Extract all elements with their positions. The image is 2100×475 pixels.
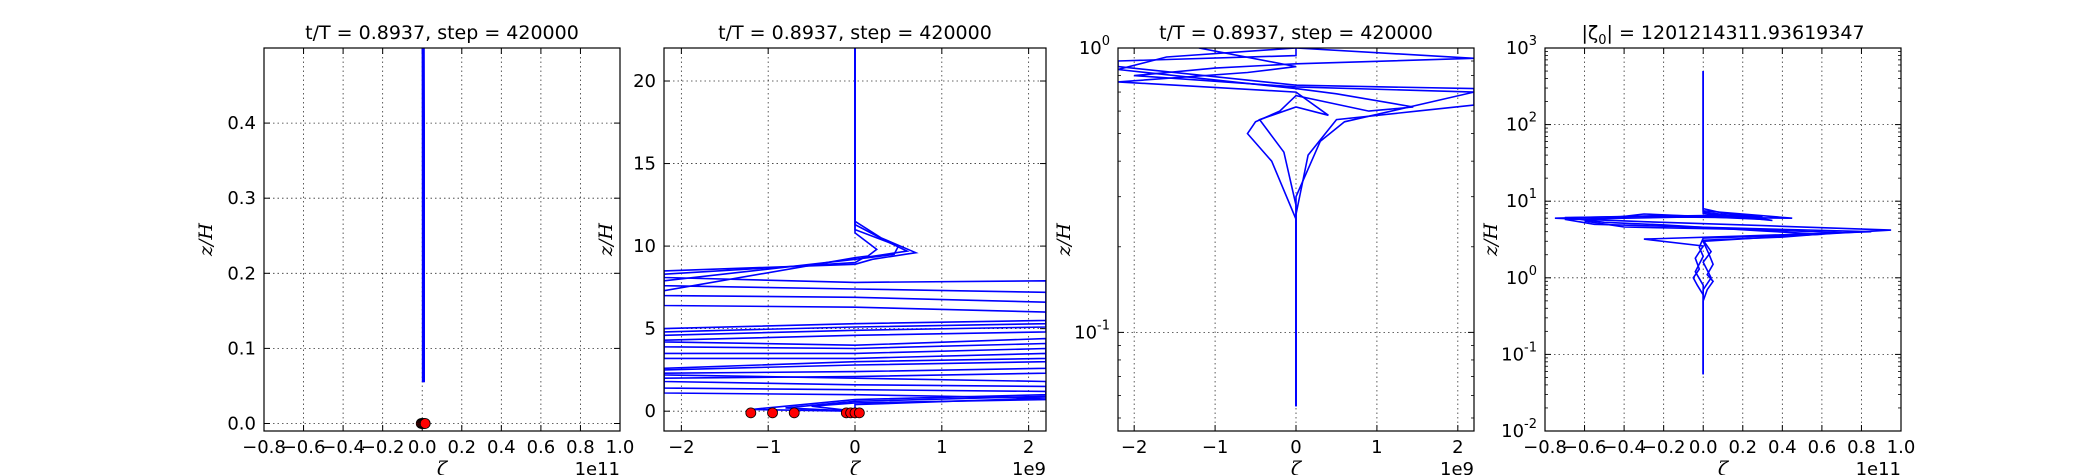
x-tick-label: −0.8 — [242, 437, 286, 458]
x-axis-label: ζ — [1291, 458, 1303, 475]
y-tick-label: 0.4 — [227, 113, 256, 134]
y-tick-label: 10-1 — [1074, 318, 1110, 343]
y-axis-label: z/H — [595, 223, 617, 257]
y-axis-label: z/H — [1480, 223, 1502, 257]
x-offset-text: 1e9 — [1440, 459, 1474, 475]
plot-area — [664, 48, 1046, 412]
x-tick-label: 0.0 — [1689, 437, 1718, 458]
x-tick-label: −2 — [668, 437, 695, 458]
data-marker — [788, 407, 800, 419]
y-tick-label: 0.3 — [227, 188, 256, 209]
y-tick-label: 0 — [645, 401, 656, 422]
y-tick-label: 0.1 — [227, 338, 256, 359]
x-tick-label: −0.2 — [361, 437, 405, 458]
x-tick-label: 1.0 — [1887, 437, 1916, 458]
x-tick-label: 1.0 — [606, 437, 635, 458]
x-tick-label: −0.2 — [1642, 437, 1686, 458]
x-tick-label: 1 — [1371, 437, 1382, 458]
series-line-4 — [664, 48, 1046, 412]
data-marker — [767, 407, 778, 419]
x-tick-label: 0.8 — [566, 437, 595, 458]
x-tick-label: −0.6 — [1563, 437, 1607, 458]
y-tick-label: 0.0 — [227, 413, 256, 434]
series-line-1 — [664, 48, 1046, 412]
x-offset-text: 1e11 — [575, 459, 620, 475]
axes-frame — [1117, 47, 1475, 432]
plot-area — [1118, 48, 1474, 407]
x-tick-label: −1 — [755, 437, 782, 458]
x-tick-label: 0 — [849, 437, 860, 458]
x-tick-label: 0.8 — [1847, 437, 1876, 458]
subplot-4: −0.8−0.6−0.4−0.2 0.0 0.2 0.4 0.6 0.8 1.0 10-2 10… — [1480, 22, 1915, 475]
y-tick-label: 10 — [633, 236, 656, 257]
x-tick-label: 0.4 — [1768, 437, 1797, 458]
y-tick-label: 100 — [1079, 34, 1110, 59]
subplot-title: |ζ0| = 1201214311.93619347 — [1581, 22, 1864, 48]
y-tick-label: 10-1 — [1501, 340, 1537, 365]
series-line-2 — [1118, 48, 1414, 407]
series-line-4 — [1564, 71, 1822, 375]
x-axis-label: ζ — [1718, 458, 1730, 475]
x-offset-text: 1e11 — [1856, 459, 1901, 475]
series-line-1 — [1118, 48, 1474, 407]
series-line-4 — [1118, 48, 1329, 407]
y-tick-label: 20 — [633, 71, 656, 92]
y-tick-label: 103 — [1506, 34, 1537, 59]
y-axis-label: z/H — [195, 223, 217, 257]
data-marker — [419, 418, 431, 429]
subplot-title: t/T = 0.8937, step = 420000 — [305, 22, 579, 44]
data-marker — [745, 407, 757, 419]
series-line-3 — [664, 48, 1046, 412]
axes-frame — [263, 47, 621, 432]
x-tick-label: −1 — [1202, 437, 1229, 458]
y-tick-label: 102 — [1506, 111, 1537, 136]
x-tick-label: 0.4 — [487, 437, 516, 458]
axes-frame — [1544, 47, 1902, 432]
x-tick-label: 0.0 — [408, 437, 437, 458]
subplot-title: t/T = 0.8937, step = 420000 — [1159, 22, 1433, 44]
data-marker — [853, 407, 865, 419]
y-tick-label: 15 — [633, 154, 656, 175]
plot-area — [421, 48, 425, 383]
x-tick-label: −0.4 — [321, 437, 365, 458]
x-tick-label: 0.6 — [527, 437, 556, 458]
series-line-3 — [1584, 71, 1842, 375]
x-tick-label: 0 — [1290, 437, 1301, 458]
subplot-3: −2 −1 0 1 2 10-1 100 t/T = 0.8937, step = 42000… — [1053, 22, 1475, 475]
y-tick-label: 100 — [1506, 264, 1537, 289]
x-tick-label: 0.6 — [1808, 437, 1837, 458]
x-tick-label: 0.2 — [447, 437, 476, 458]
x-tick-label: −0.4 — [1602, 437, 1646, 458]
x-offset-text: 1e9 — [1012, 459, 1046, 475]
subplot-title: t/T = 0.8937, step = 420000 — [718, 22, 992, 44]
x-tick-label: 2 — [1023, 437, 1034, 458]
x-tick-label: −0.8 — [1523, 437, 1567, 458]
grid — [263, 48, 621, 431]
x-tick-label: 2 — [1452, 437, 1463, 458]
x-tick-label: 0.2 — [1728, 437, 1757, 458]
x-tick-label: 1 — [936, 437, 947, 458]
plot-area — [1554, 71, 1892, 375]
subplot-1: −0.8−0.6−0.4−0.2 0.0 0.2 0.4 0.6 0.8 1.00.00.1… — [195, 22, 634, 475]
series-line-3 — [1134, 48, 1474, 407]
y-axis-label: z/H — [1053, 223, 1075, 257]
y-tick-label: 101 — [1506, 187, 1537, 212]
x-tick-label: −2 — [1121, 437, 1148, 458]
y-tick-label: 10-2 — [1501, 417, 1537, 442]
x-axis-label: ζ — [437, 458, 449, 475]
axes-frame — [663, 47, 1047, 432]
y-tick-label: 0.2 — [227, 263, 256, 284]
x-axis-label: ζ — [850, 458, 862, 475]
x-tick-label: −0.6 — [282, 437, 326, 458]
y-tick-label: 5 — [645, 319, 656, 340]
